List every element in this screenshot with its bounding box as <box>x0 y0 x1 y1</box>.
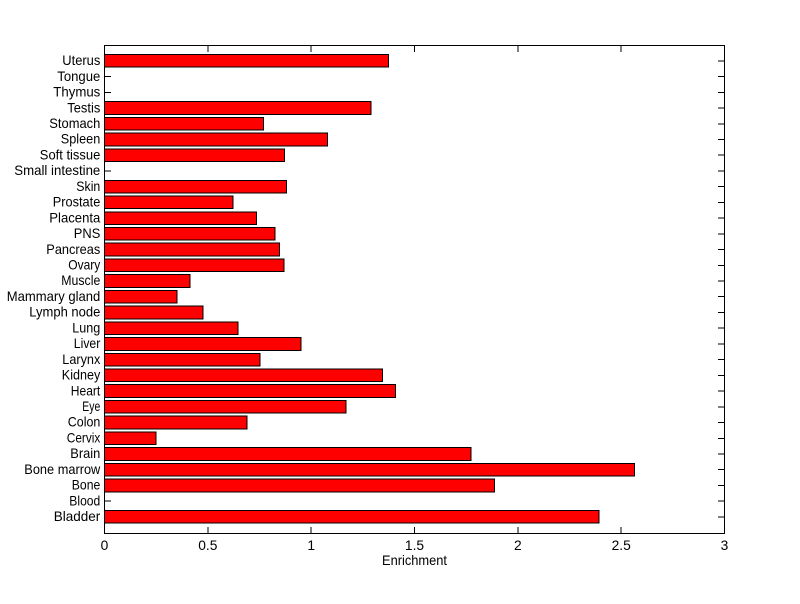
svg-text:Liver: Liver <box>74 336 101 351</box>
svg-text:Larynx: Larynx <box>62 352 100 367</box>
svg-text:Stomach: Stomach <box>49 116 100 131</box>
svg-text:Kidney: Kidney <box>62 368 101 383</box>
svg-text:2.5: 2.5 <box>612 538 632 553</box>
svg-text:Placenta: Placenta <box>49 210 100 225</box>
svg-text:Soft tissue: Soft tissue <box>40 147 101 162</box>
svg-text:2: 2 <box>514 538 522 553</box>
svg-text:Spleen: Spleen <box>61 132 101 147</box>
svg-text:3: 3 <box>721 538 729 553</box>
svg-text:Mammary gland: Mammary gland <box>7 289 101 304</box>
svg-text:Uterus: Uterus <box>62 53 100 68</box>
svg-text:Muscle: Muscle <box>61 273 100 288</box>
svg-text:Lung: Lung <box>72 320 100 335</box>
svg-text:Tongue: Tongue <box>57 69 100 84</box>
svg-text:Lymph node: Lymph node <box>29 305 100 320</box>
svg-text:Cervix: Cervix <box>67 430 101 445</box>
svg-text:Thymus: Thymus <box>53 85 100 100</box>
svg-text:PNS: PNS <box>74 226 101 241</box>
svg-text:Blood: Blood <box>69 493 100 508</box>
svg-text:Bladder: Bladder <box>54 509 101 524</box>
svg-text:0.5: 0.5 <box>198 538 218 553</box>
svg-text:Skin: Skin <box>76 179 100 194</box>
svg-text:Colon: Colon <box>68 415 101 430</box>
svg-text:Pancreas: Pancreas <box>46 242 100 257</box>
svg-text:0: 0 <box>101 538 109 553</box>
svg-text:Small intestine: Small intestine <box>14 163 100 178</box>
svg-text:Testis: Testis <box>67 100 100 115</box>
svg-text:Enrichment: Enrichment <box>382 553 447 568</box>
svg-text:Brain: Brain <box>70 446 100 461</box>
svg-text:1.5: 1.5 <box>405 538 425 553</box>
svg-text:1: 1 <box>307 538 315 553</box>
svg-text:Prostate: Prostate <box>53 195 101 210</box>
svg-text:Bone marrow: Bone marrow <box>24 462 100 477</box>
svg-text:Bone: Bone <box>72 478 101 493</box>
svg-text:Eye: Eye <box>82 399 100 414</box>
svg-text:Heart: Heart <box>71 383 101 398</box>
svg-text:Ovary: Ovary <box>68 257 100 272</box>
